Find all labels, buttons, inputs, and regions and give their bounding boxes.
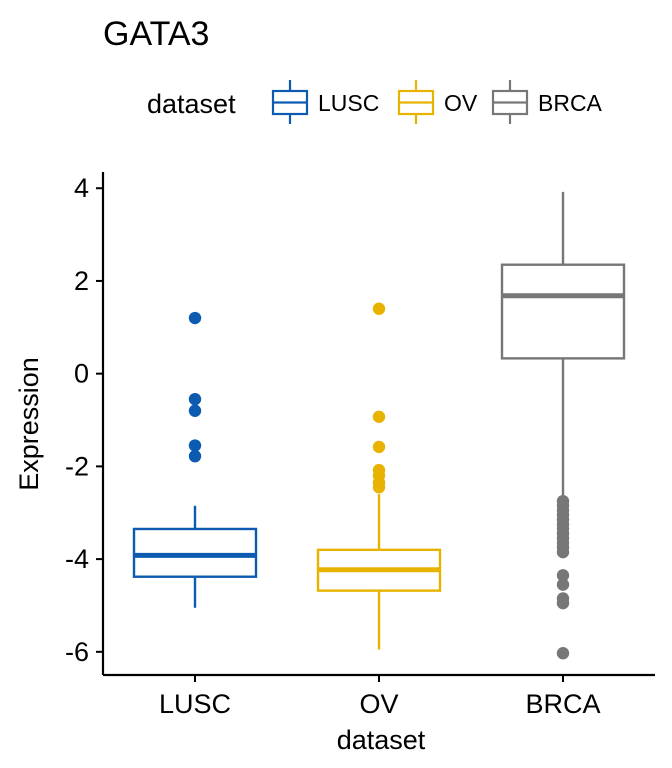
legend-label: LUSC [318, 90, 379, 116]
x-tick-label: BRCA [525, 689, 600, 719]
outlier-point [188, 392, 202, 406]
plot-area [132, 191, 626, 660]
outlier-point [372, 302, 386, 315]
outlier-point [372, 481, 386, 494]
outlier-point [372, 410, 386, 423]
box-lusc [132, 311, 258, 608]
legend-item-ov: OV [397, 80, 478, 124]
y-tick-label: -2 [65, 451, 89, 481]
x-tick-label: LUSC [159, 689, 231, 719]
legend-item-lusc: LUSC [271, 80, 379, 124]
legend-item-brca: BRCA [491, 80, 603, 124]
legend-label: OV [444, 90, 478, 116]
outlier-point [188, 449, 202, 463]
y-axis: -6 -4 -2 0 2 4 [65, 172, 105, 675]
x-tick-label: OV [359, 689, 398, 719]
y-tick-label: -6 [65, 637, 89, 667]
outlier-point [556, 647, 570, 660]
y-tick-label: 4 [74, 173, 89, 203]
box-iqr [500, 263, 626, 360]
box-ov [316, 302, 442, 650]
chart-title: GATA3 [103, 15, 209, 53]
outlier-point [556, 545, 570, 559]
x-axis-label: dataset [337, 725, 426, 755]
outlier-point [556, 569, 570, 582]
outlier-point [556, 596, 570, 610]
box-iqr [132, 527, 258, 578]
outlier-point [188, 439, 202, 452]
y-tick-label: -4 [65, 544, 89, 574]
x-axis: LUSC OV BRCA [103, 673, 655, 719]
legend: dataset LUSC OV BRCA [147, 80, 603, 124]
outlier-point [372, 440, 386, 454]
y-axis-label: Expression [14, 357, 44, 491]
legend-title: dataset [147, 89, 236, 119]
legend-label: BRCA [538, 90, 603, 116]
y-tick-label: 0 [74, 359, 89, 389]
y-tick-label: 2 [74, 266, 89, 296]
box-brca [500, 191, 626, 660]
outlier-point [188, 404, 202, 417]
legend-items: LUSC OV BRCA [271, 80, 603, 124]
outlier-point [556, 578, 570, 591]
outlier-point [188, 311, 202, 325]
